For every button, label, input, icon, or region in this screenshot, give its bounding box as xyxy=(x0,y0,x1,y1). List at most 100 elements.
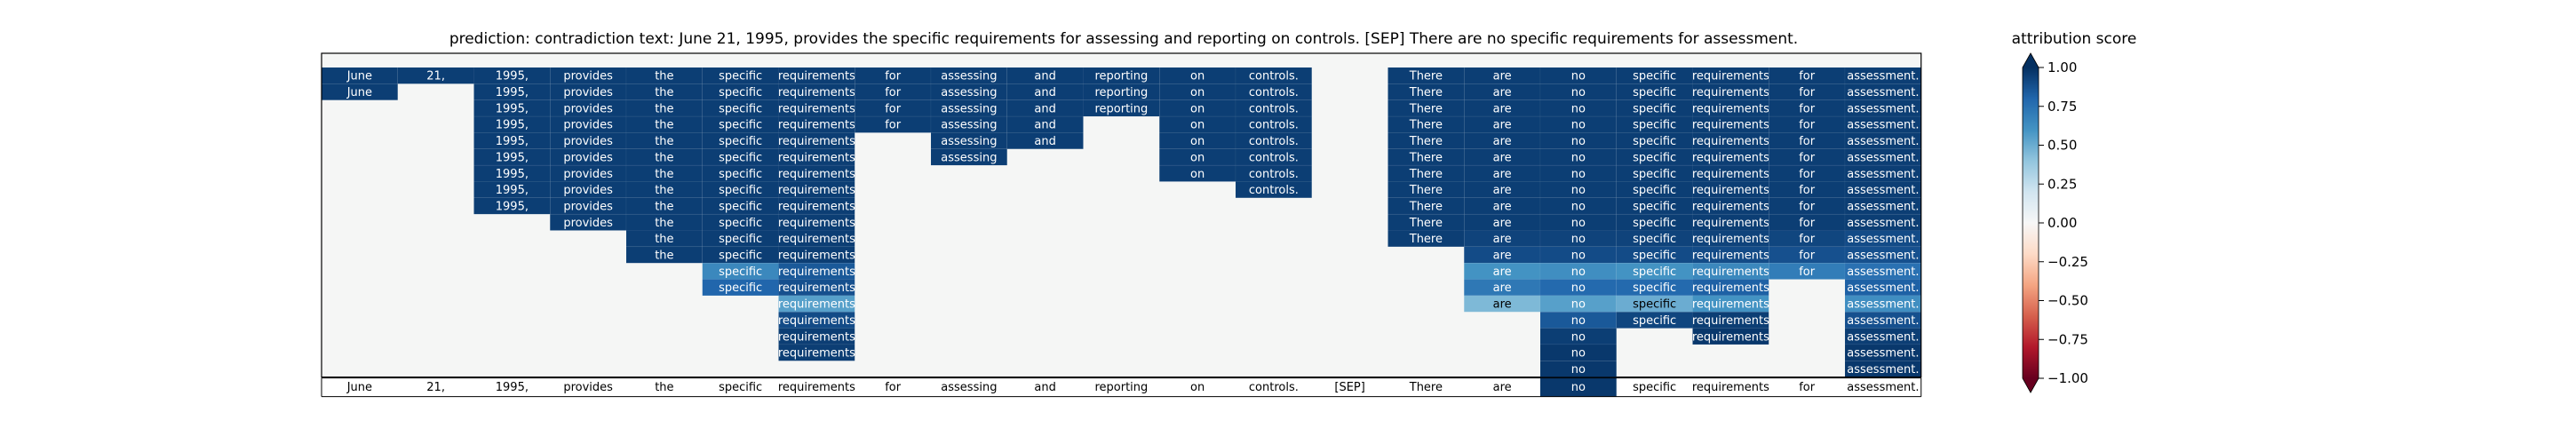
cell-token-label: no xyxy=(1571,151,1586,164)
cell-token-label: specific xyxy=(1633,250,1676,263)
cell-token-label: specific xyxy=(1633,86,1676,99)
cell-token-label: for xyxy=(1799,250,1816,263)
cell-token-label: requirements xyxy=(778,298,855,312)
cell-token-label: requirements xyxy=(778,347,855,361)
cell-token-label: requirements xyxy=(1692,135,1769,148)
cell-token-label: requirements xyxy=(1692,70,1769,83)
colorbar-tick-label: −0.25 xyxy=(2047,254,2088,270)
cell-token-label: requirements xyxy=(1692,314,1769,328)
cell-token-label: specific xyxy=(1633,70,1676,83)
cell-token-label: There xyxy=(1409,86,1443,99)
cell-token-label: assessment. xyxy=(1847,217,1919,230)
cell-token-label: requirements xyxy=(778,233,855,246)
cell-token-label: specific xyxy=(719,119,762,132)
cell-token-label: 1995, xyxy=(496,86,529,99)
cell-token-label: specific xyxy=(1633,135,1676,148)
cell-token-label: are xyxy=(1493,233,1512,246)
cell-token-label: for xyxy=(1799,86,1816,99)
cell-token-label: the xyxy=(655,119,673,132)
cell-token-label: no xyxy=(1571,200,1586,213)
cell-token-label: 1995, xyxy=(496,119,529,132)
cell-token-label: are xyxy=(1493,281,1512,295)
cell-token-label: specific xyxy=(719,70,762,83)
cell-token-label: provides xyxy=(563,217,613,230)
cell-token-label: specific xyxy=(719,281,762,295)
cell-token-label: There xyxy=(1409,200,1443,213)
cell-token-label: specific xyxy=(719,151,762,164)
cell-token-label: are xyxy=(1493,184,1512,197)
cell-token-label: assessment. xyxy=(1847,70,1919,83)
token-axis-label: the xyxy=(655,381,673,394)
cell-token-label: no xyxy=(1571,347,1586,361)
cell-token-label: controls. xyxy=(1249,102,1299,115)
cell-token-label: assessment. xyxy=(1847,102,1919,115)
cell-token-label: 1995, xyxy=(496,184,529,197)
cell-token-label: are xyxy=(1493,168,1512,181)
cell-token-label: assessment. xyxy=(1847,330,1919,344)
cell-token-label: are xyxy=(1493,102,1512,115)
cell-token-label: specific xyxy=(719,102,762,115)
cell-token-label: reporting xyxy=(1094,102,1148,115)
cell-token-label: no xyxy=(1571,330,1586,344)
cell-token-label: are xyxy=(1493,70,1512,83)
cell-token-label: specific xyxy=(1633,184,1676,197)
cell-token-label: requirements xyxy=(1692,86,1769,99)
cell-token-label: There xyxy=(1409,184,1443,197)
cell-token-label: the xyxy=(655,217,673,230)
cell-token-label: specific xyxy=(1633,314,1676,328)
cell-token-label: There xyxy=(1409,217,1443,230)
cell-token-label: no xyxy=(1571,86,1586,99)
cell-token-label: specific xyxy=(1633,298,1676,312)
cell-token-label: provides xyxy=(563,151,613,164)
cell-token-label: There xyxy=(1409,168,1443,181)
cell-token-label: provides xyxy=(563,102,613,115)
token-axis-label: for xyxy=(885,381,902,394)
cell-token-label: are xyxy=(1493,135,1512,148)
cell-token-label: the xyxy=(655,102,673,115)
colorbar-tick-label: 1.00 xyxy=(2047,59,2077,75)
cell-token-label: specific xyxy=(719,250,762,263)
cell-token-label: on xyxy=(1190,70,1205,83)
cell-token-label: assessment. xyxy=(1847,233,1919,246)
cell-token-label: assessing xyxy=(941,86,997,99)
heatmap-cell xyxy=(930,148,1007,166)
cell-token-label: assessment. xyxy=(1847,281,1919,295)
cell-token-label: requirements xyxy=(1692,233,1769,246)
cell-token-label: 1995, xyxy=(496,102,529,115)
cell-token-label: are xyxy=(1493,119,1512,132)
cell-token-label: controls. xyxy=(1249,184,1299,197)
cell-token-label: There xyxy=(1409,135,1443,148)
cell-token-label: and xyxy=(1034,119,1055,132)
cell-token-label: assessment. xyxy=(1847,363,1919,377)
cell-token-label: requirements xyxy=(778,168,855,181)
token-axis-label: provides xyxy=(563,381,613,394)
cell-token-label: no xyxy=(1571,281,1586,295)
cell-token-label: June xyxy=(346,86,372,99)
cell-token-label: are xyxy=(1493,250,1512,263)
colorbar-gradient xyxy=(2023,67,2039,378)
heatmap-cell xyxy=(1006,132,1084,149)
token-axis-label: requirements xyxy=(1692,381,1769,394)
token-axis-label: June xyxy=(346,381,372,394)
cell-token-label: June xyxy=(346,70,372,83)
cell-token-label: assessment. xyxy=(1847,151,1919,164)
plot-frame xyxy=(321,52,1922,378)
cell-token-label: specific xyxy=(719,266,762,279)
colorbar-tick-label: −0.50 xyxy=(2047,293,2088,309)
cell-token-label: the xyxy=(655,70,673,83)
cell-token-label: assessment. xyxy=(1847,184,1919,197)
cell-token-label: requirements xyxy=(1692,184,1769,197)
cell-token-label: specific xyxy=(719,217,762,230)
cell-token-label: requirements xyxy=(778,184,855,197)
colorbar-tick-label: −0.75 xyxy=(2047,331,2088,347)
cell-token-label: no xyxy=(1571,233,1586,246)
token-axis-label: for xyxy=(1799,381,1816,394)
cell-token-label: assessment. xyxy=(1847,86,1919,99)
cell-token-label: 1995, xyxy=(496,168,529,181)
cell-token-label: specific xyxy=(719,233,762,246)
cell-token-label: requirements xyxy=(778,250,855,263)
cell-token-label: specific xyxy=(1633,151,1676,164)
cell-token-label: controls. xyxy=(1249,86,1299,99)
cell-token-label: the xyxy=(655,86,673,99)
cell-token-label: are xyxy=(1493,266,1512,279)
